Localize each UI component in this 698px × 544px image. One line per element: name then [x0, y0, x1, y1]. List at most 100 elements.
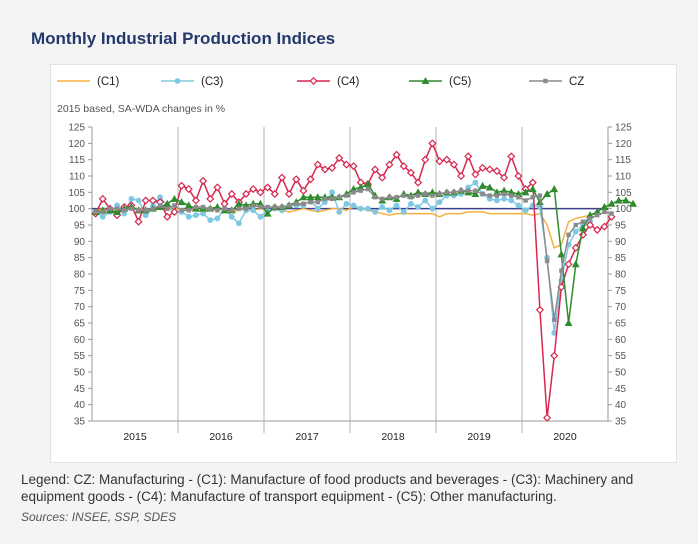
sources-note: Sources: INSEE, SSP, SDES — [21, 510, 177, 524]
point-c4-39 — [371, 165, 380, 174]
point-cz-2 — [107, 206, 113, 211]
point-cz-1 — [100, 209, 105, 215]
x-tick-label-2017: 2017 — [295, 431, 319, 443]
point-cz-5 — [129, 206, 134, 211]
point-c5-24 — [263, 209, 272, 217]
point-cz-60 — [523, 198, 528, 203]
y-tick-label-right-105: 105 — [615, 188, 632, 199]
point-cz-49 — [444, 190, 449, 195]
point-cz-35 — [344, 193, 349, 198]
point-cz-18 — [222, 206, 227, 211]
point-c3-45 — [415, 204, 421, 210]
legend-marker-c5 — [421, 76, 430, 85]
y-tick-label-right-65: 65 — [615, 319, 627, 330]
point-cz-72 — [609, 211, 614, 216]
legend-label-c1: (C1) — [97, 76, 120, 88]
point-cz-37 — [358, 188, 363, 193]
point-cz-42 — [394, 195, 399, 200]
point-c4-19 — [227, 189, 236, 199]
point-c3-47 — [429, 205, 436, 212]
y-tick-label-left-85: 85 — [74, 253, 86, 264]
point-c3-5 — [128, 195, 135, 202]
y-tick-label-left-110: 110 — [69, 172, 85, 183]
y-tick-label-left-100: 100 — [68, 204, 85, 215]
y-tick-label-right-85: 85 — [615, 253, 627, 264]
point-c5-75 — [629, 199, 637, 207]
point-c3-37 — [357, 205, 364, 212]
y-tick-label-left-80: 80 — [74, 270, 86, 281]
point-c4-47 — [428, 139, 437, 148]
point-c4-17 — [213, 183, 222, 192]
y-tick-label-left-120: 120 — [68, 139, 85, 150]
point-c5-29 — [299, 193, 308, 201]
point-c5-3 — [113, 207, 121, 215]
point-c5-55 — [485, 183, 494, 191]
point-c4-52 — [464, 152, 473, 161]
point-cz-40 — [380, 196, 385, 202]
point-c3-6 — [135, 197, 142, 204]
point-cz-67 — [573, 222, 578, 228]
point-cz-17 — [215, 208, 220, 213]
point-c4-27 — [285, 189, 294, 199]
point-cz-0 — [93, 209, 98, 215]
point-cz-33 — [329, 196, 335, 202]
point-c3-13 — [185, 213, 192, 220]
point-cz-51 — [458, 188, 464, 193]
point-c4-42 — [392, 150, 401, 159]
y-tick-label-right-70: 70 — [615, 302, 627, 313]
point-c4-56 — [492, 167, 501, 176]
point-c3-16 — [207, 217, 214, 224]
point-cz-20 — [236, 206, 242, 211]
point-c5-72 — [607, 199, 616, 207]
point-cz-56 — [494, 193, 500, 198]
point-cz-65 — [559, 268, 564, 273]
point-c4-15 — [199, 176, 208, 185]
point-c3-34 — [336, 209, 343, 215]
y-tick-label-right-125: 125 — [615, 123, 632, 134]
y-tick-label-right-45: 45 — [615, 384, 627, 395]
point-c4-70 — [593, 225, 602, 234]
point-c4-11 — [170, 207, 179, 216]
point-c5-53 — [471, 189, 480, 197]
point-cz-70 — [595, 213, 600, 218]
point-c3-39 — [372, 209, 378, 215]
point-cz-7 — [143, 208, 148, 213]
y-tick-label-left-75: 75 — [74, 286, 86, 297]
point-cz-36 — [351, 190, 356, 195]
point-cz-66 — [566, 232, 571, 237]
chart-svg: 2015 based, SA-WDA changes in % (C1) (C3) (… — [57, 76, 637, 443]
point-c4-64 — [550, 351, 559, 360]
point-c3-41 — [386, 207, 393, 214]
point-c4-67 — [571, 243, 580, 252]
point-c4-26 — [277, 173, 286, 182]
y-tick-label-right-80: 80 — [615, 270, 627, 281]
point-cz-21 — [243, 206, 249, 211]
point-cz-19 — [229, 208, 234, 213]
point-cz-16 — [208, 206, 213, 211]
point-cz-29 — [301, 201, 306, 206]
y-tick-label-left-45: 45 — [74, 384, 86, 395]
point-c3-17 — [214, 215, 221, 222]
y-tick-label-right-100: 100 — [615, 204, 632, 215]
x-tick-label-2016: 2016 — [209, 431, 233, 443]
point-c3-57 — [501, 195, 507, 202]
point-c5-61 — [528, 185, 537, 193]
point-cz-12 — [179, 208, 184, 213]
point-c3-58 — [508, 197, 515, 204]
series-line-c5 — [95, 183, 634, 324]
x-tick-label-2020: 2020 — [553, 431, 577, 443]
chart-area: 2015 based, SA-WDA changes in % (C1) (C3) (… — [50, 64, 677, 463]
point-c4-69 — [586, 220, 595, 230]
point-c4-68 — [578, 230, 587, 239]
point-cz-48 — [437, 191, 442, 197]
y-tick-label-left-115: 115 — [69, 155, 85, 166]
point-c3-60 — [522, 207, 529, 214]
point-cz-31 — [315, 199, 320, 205]
point-c4-54 — [478, 163, 487, 172]
point-cz-3 — [114, 206, 120, 211]
point-c4-40 — [378, 173, 387, 182]
legend-label-c4: (C4) — [337, 76, 360, 88]
point-c4-22 — [249, 185, 258, 194]
point-cz-46 — [423, 191, 428, 197]
y-tick-label-left-90: 90 — [74, 237, 86, 248]
